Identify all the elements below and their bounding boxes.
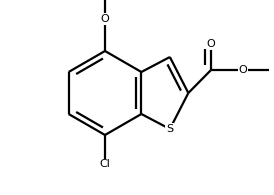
Text: O: O: [206, 39, 215, 49]
Text: S: S: [166, 124, 173, 134]
Text: Cl: Cl: [99, 160, 110, 169]
Text: O: O: [101, 14, 109, 24]
Text: O: O: [238, 65, 247, 75]
Text: methyl: methyl: [273, 65, 274, 75]
